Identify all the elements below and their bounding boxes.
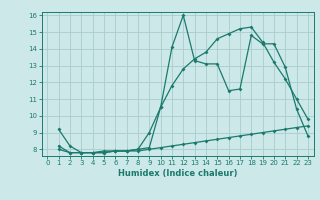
X-axis label: Humidex (Indice chaleur): Humidex (Indice chaleur) [118, 169, 237, 178]
